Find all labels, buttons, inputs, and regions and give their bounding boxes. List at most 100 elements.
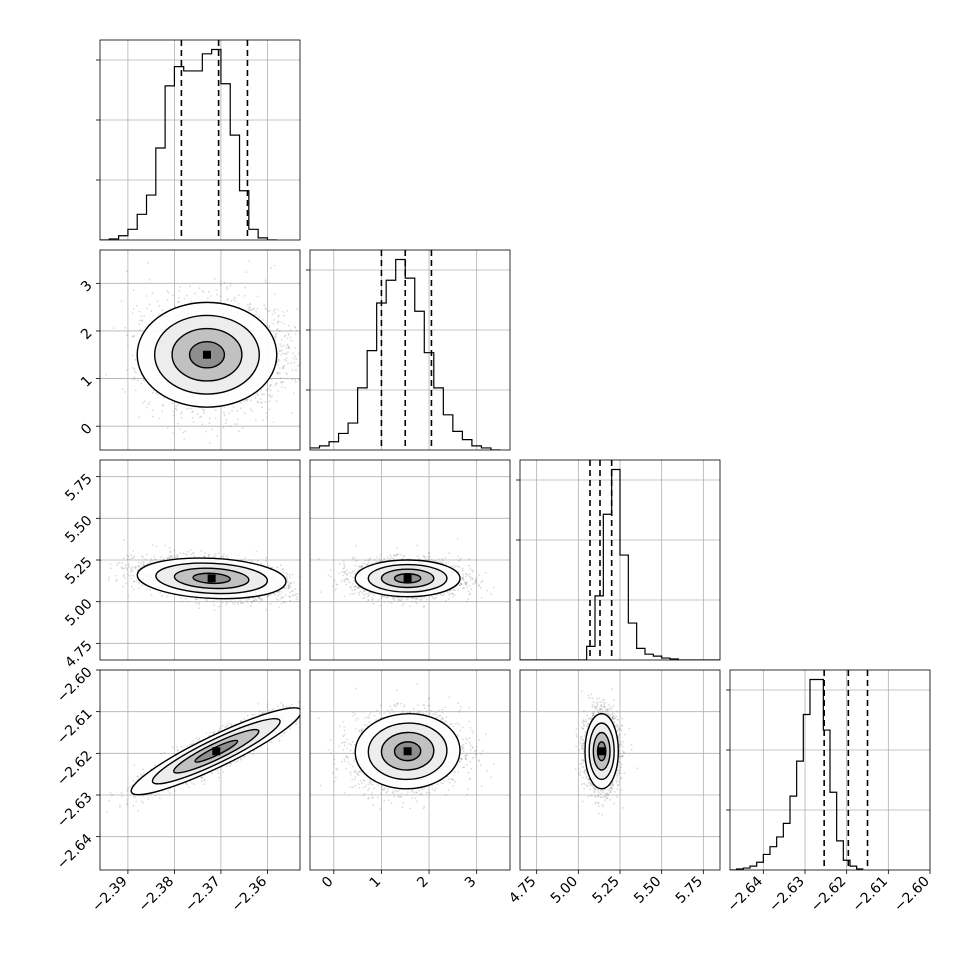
scatter-point [126, 335, 128, 337]
scatter-point [244, 412, 246, 414]
scatter-point [261, 407, 263, 409]
scatter-point [138, 565, 140, 567]
scatter-point [238, 294, 240, 296]
scatter-point [190, 301, 192, 303]
scatter-point [301, 592, 303, 594]
joint-panel-0-1-inner [99, 250, 323, 450]
scatter-point [269, 394, 271, 396]
scatter-point [256, 551, 258, 553]
scatter-point [215, 289, 217, 291]
scatter-point [261, 599, 263, 601]
scatter-point [154, 556, 156, 558]
scatter-point [260, 563, 262, 565]
scatter-point [224, 282, 226, 284]
scatter-point [220, 281, 222, 283]
axes-frame [100, 40, 300, 240]
scatter-point [280, 354, 282, 356]
scatter-point [143, 315, 145, 317]
scatter-point [265, 308, 267, 310]
scatter-point [177, 404, 179, 406]
scatter-point [274, 293, 276, 295]
scatter-point [281, 386, 283, 388]
scatter-point [187, 601, 189, 603]
scatter-point [223, 406, 225, 408]
scatter-point [124, 327, 126, 329]
scatter-point [274, 308, 276, 310]
scatter-point [263, 419, 265, 421]
scatter-point [303, 573, 305, 575]
scatter-point [255, 311, 257, 313]
scatter-point [256, 393, 258, 395]
scatter-point [301, 573, 303, 575]
scatter-point [273, 422, 275, 424]
scatter-point [272, 323, 274, 325]
scatter-point [113, 327, 115, 329]
scatter-point [127, 574, 129, 576]
hist-panel-0 [96, 40, 300, 240]
scatter-point [204, 552, 206, 554]
scatter-point [223, 553, 225, 555]
scatter-point [277, 323, 279, 325]
scatter-point [291, 412, 293, 414]
scatter-point [168, 557, 170, 559]
scatter-point [343, 587, 345, 589]
scatter-point [222, 602, 224, 604]
scatter-point [126, 568, 128, 570]
scatter-point [158, 314, 160, 316]
scatter-point [286, 344, 288, 346]
scatter-point [266, 412, 268, 414]
scatter-point [191, 411, 193, 413]
scatter-point [133, 308, 135, 310]
scatter-point [269, 310, 271, 312]
scatter-point [130, 554, 132, 556]
scatter-point [198, 607, 200, 609]
scatter-point [216, 435, 218, 437]
scatter-point [277, 390, 279, 392]
scatter-point [183, 438, 185, 440]
scatter-point [301, 359, 303, 361]
scatter-point [281, 339, 283, 341]
scatter-point [295, 358, 297, 360]
scatter-point [152, 392, 154, 394]
scatter-point [276, 382, 278, 384]
scatter-point [181, 411, 183, 413]
scatter-point [281, 321, 283, 323]
scatter-point [271, 396, 273, 398]
scatter-point [271, 378, 273, 380]
scatter-point [277, 566, 279, 568]
scatter-point [149, 402, 151, 404]
scatter-point [133, 376, 135, 378]
scatter-point [176, 406, 178, 408]
scatter-point [281, 591, 283, 593]
scatter-point [211, 428, 213, 430]
scatter-point [135, 390, 137, 392]
scatter-point [142, 564, 144, 566]
scatter-point [146, 295, 148, 297]
scatter-point [279, 359, 281, 361]
scatter-point [156, 546, 158, 548]
scatter-point [133, 581, 135, 583]
scatter-point [293, 392, 295, 394]
scatter-point [226, 603, 228, 605]
scatter-point [162, 405, 164, 407]
scatter-point [218, 552, 220, 554]
scatter-point [214, 278, 216, 280]
scatter-point [116, 579, 118, 581]
scatter-point [251, 602, 253, 604]
scatter-point [232, 602, 234, 604]
scatter-point [257, 296, 259, 298]
scatter-point [277, 364, 279, 366]
hist-panel-0-inner [100, 40, 300, 240]
scatter-point [218, 606, 220, 608]
scatter-point [167, 427, 169, 429]
scatter-point [149, 304, 151, 306]
scatter-point [167, 299, 169, 301]
scatter-point [180, 552, 182, 554]
scatter-point [237, 419, 239, 421]
scatter-point [265, 560, 267, 562]
scatter-point [173, 415, 175, 417]
scatter-point [226, 286, 228, 288]
scatter-point [284, 359, 286, 361]
scatter-point [279, 372, 281, 374]
scatter-point [257, 308, 259, 310]
